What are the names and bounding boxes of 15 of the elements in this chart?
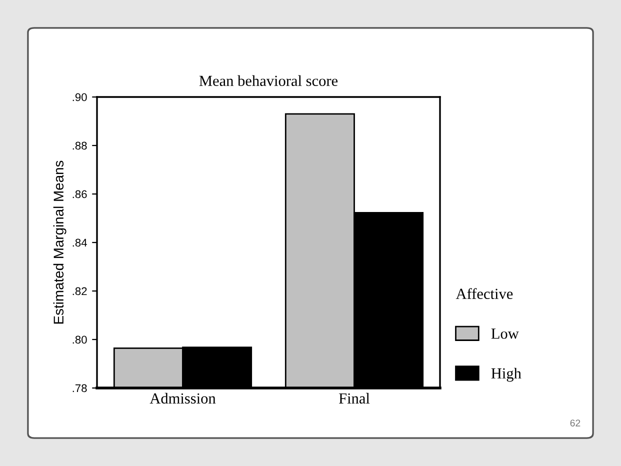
legend-title: Affective [456,288,513,300]
x-tick-label: Final [338,392,370,404]
legend-label: High [491,368,522,382]
y-tick-label: .80 [72,336,87,344]
legend-label: Low [491,328,519,339]
y-axis-title: Estimated Marginal Means [53,160,66,324]
y-tick-label: .90 [72,93,87,102]
y-tick-label: .86 [72,190,87,198]
y-tick-label: .88 [72,142,87,150]
y-tick-label: .78 [72,384,87,392]
y-tick-label: .84 [72,238,87,247]
x-tick-label: Admission [150,392,216,404]
text: 62 [570,420,580,426]
chart-title: Mean behavioral score [199,75,338,86]
y-tick-label: .82 [72,287,87,296]
